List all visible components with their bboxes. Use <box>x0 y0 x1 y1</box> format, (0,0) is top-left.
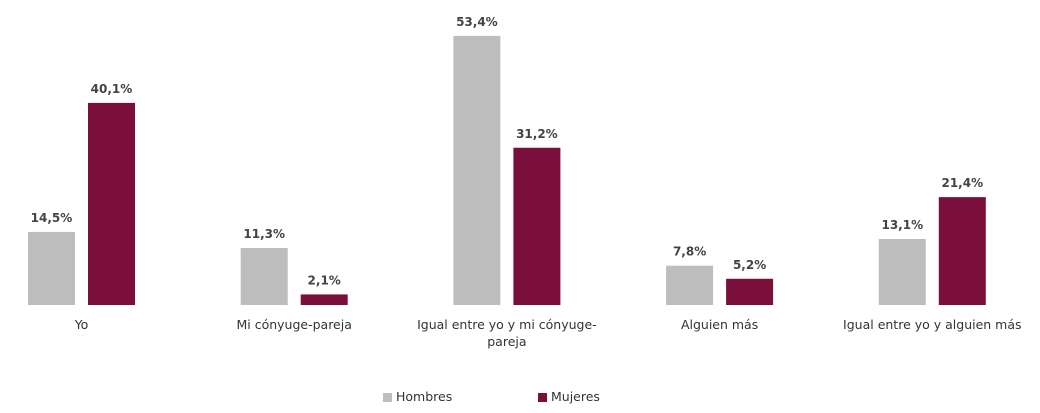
value-label: 14,5% <box>31 211 73 225</box>
bar <box>513 147 561 305</box>
category-label: Mi cónyuge-pareja <box>236 317 352 332</box>
value-label: 31,2% <box>516 127 558 141</box>
value-label: 53,4% <box>456 15 498 29</box>
bar <box>453 35 501 305</box>
value-label: 11,3% <box>243 227 285 241</box>
bar <box>878 238 926 305</box>
bar <box>300 294 348 305</box>
category-label: Yo <box>74 317 89 332</box>
legend-label: Mujeres <box>551 389 600 404</box>
value-label: 40,1% <box>91 82 133 96</box>
legend-swatch <box>538 393 547 402</box>
value-label: 21,4% <box>941 176 983 190</box>
category-label: Igual entre yo y alguien más <box>843 317 1022 332</box>
category-label: Alguien más <box>680 317 759 332</box>
value-label: 2,1% <box>308 273 341 287</box>
bar <box>88 102 135 305</box>
bar <box>938 197 986 305</box>
legend-label: Hombres <box>396 389 453 404</box>
bar <box>726 278 774 305</box>
category-label: Igual entre yo y mi cónyuge-pareja <box>417 317 597 349</box>
bar <box>666 265 714 305</box>
value-label: 13,1% <box>881 218 923 232</box>
bar <box>28 231 75 305</box>
bar <box>240 248 288 305</box>
value-label: 5,2% <box>733 258 766 272</box>
legend-swatch <box>383 393 392 402</box>
value-label: 7,8% <box>673 245 706 259</box>
